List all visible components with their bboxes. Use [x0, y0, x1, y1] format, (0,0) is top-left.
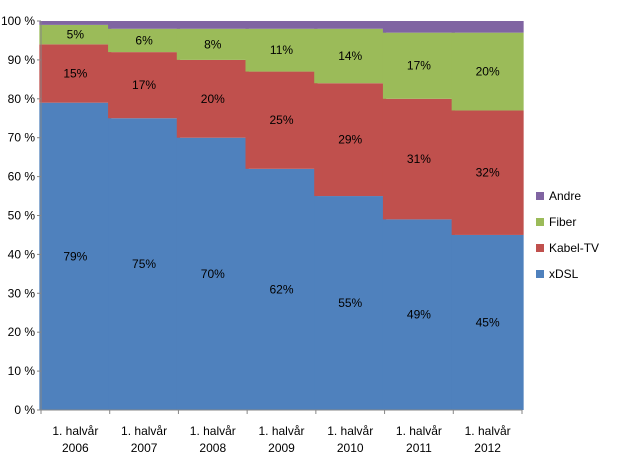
data-label-fiber-2008: 8% [204, 37, 222, 51]
data-label-kabel-tv-2009: 25% [269, 113, 293, 127]
y-tick-label: 100 % [1, 14, 35, 28]
x-tick-label: 2008 [199, 441, 226, 455]
data-label-xdsl-2007: 75% [132, 257, 156, 271]
bar-andre-2011 [382, 21, 455, 33]
bar-xdsl-2012 [451, 234, 524, 410]
legend-label-xdsl: xDSL [549, 267, 579, 281]
bar-andre-2006 [39, 21, 112, 25]
y-tick-label: 50 % [8, 209, 36, 223]
y-tick-label: 40 % [8, 247, 36, 261]
y-tick-label: 80 % [8, 92, 36, 106]
y-tick-label: 10 % [8, 364, 36, 378]
data-label-kabel-tv-2008: 20% [201, 92, 225, 106]
bar-xdsl-2006 [39, 102, 112, 410]
data-label-xdsl-2008: 70% [201, 267, 225, 281]
bar-fiber-2006 [39, 24, 112, 45]
bar-kabel-tv-2011 [382, 98, 455, 220]
data-label-xdsl-2010: 55% [338, 296, 362, 310]
legend-swatch-kabel-tv [536, 244, 544, 252]
bar-fiber-2012 [451, 32, 524, 111]
x-tick-label: 1. halvår [396, 424, 442, 438]
bar-fiber-2010 [314, 28, 387, 84]
data-label-fiber-2009: 11% [270, 43, 293, 57]
x-tick-label: 1. halvår [327, 424, 373, 438]
bar-kabel-tv-2006 [39, 44, 112, 103]
bar-fiber-2007 [108, 28, 181, 53]
bar-fiber-2009 [245, 28, 318, 72]
x-tick-label: 2012 [474, 441, 501, 455]
y-tick-label: 70 % [8, 131, 36, 145]
x-tick-label: 2006 [62, 441, 89, 455]
bar-kabel-tv-2008 [176, 59, 249, 138]
data-label-fiber-2011: 17% [407, 59, 431, 73]
legend-swatch-fiber [536, 218, 544, 226]
legend-label-andre: Andre [549, 189, 581, 203]
x-tick-label: 2010 [337, 441, 364, 455]
bar-andre-2009 [245, 21, 318, 29]
data-label-kabel-tv-2006: 15% [63, 67, 87, 81]
legend-swatch-andre [536, 192, 544, 200]
data-label-xdsl-2006: 79% [63, 249, 87, 263]
data-label-kabel-tv-2012: 32% [476, 166, 500, 180]
x-tick-label: 1. halvår [258, 424, 304, 438]
bar-xdsl-2009 [245, 168, 318, 410]
data-labels-group: 79% 15% 5% 75% 17% 6% 70% 20% 8% 62% 25% 11% 55% 29% 1… [63, 28, 500, 330]
bar-kabel-tv-2009 [245, 71, 318, 169]
data-label-fiber-2007: 6% [135, 33, 153, 47]
data-label-xdsl-2009: 62% [269, 282, 293, 296]
y-tick-label: 30 % [8, 286, 36, 300]
bar-andre-2008 [176, 21, 249, 29]
bar-xdsl-2010 [314, 196, 387, 410]
data-label-kabel-tv-2010: 29% [338, 133, 362, 147]
legend-swatch-xdsl [536, 270, 544, 278]
bar-xdsl-2007 [108, 118, 181, 410]
axes-group: 0 % 10 % 20 % 30 % 40 % 50 % 60 % 70 % 80 % 90 % 1… [1, 14, 523, 455]
bar-xdsl-2008 [176, 137, 249, 410]
x-tick-label: 2011 [406, 441, 432, 455]
x-tick-label: 1. halvår [52, 424, 98, 438]
bar-andre-2012 [451, 21, 524, 33]
bar-andre-2010 [314, 21, 387, 29]
bar-kabel-tv-2012 [451, 110, 524, 235]
data-label-kabel-tv-2011: 31% [407, 152, 431, 166]
bars-group [39, 21, 524, 410]
bar-kabel-tv-2007 [108, 52, 181, 119]
legend-label-kabel-tv: Kabel-TV [549, 241, 599, 255]
data-label-xdsl-2012: 45% [476, 315, 500, 329]
bar-fiber-2008 [176, 28, 249, 60]
data-label-fiber-2006: 5% [67, 28, 85, 42]
legend: Andre Fiber Kabel-TV xDSL [536, 189, 599, 281]
bar-andre-2007 [108, 21, 181, 29]
y-tick-label: 20 % [8, 325, 36, 339]
bar-xdsl-2011 [382, 219, 455, 410]
bar-kabel-tv-2010 [314, 83, 387, 197]
legend-label-fiber: Fiber [549, 215, 576, 229]
x-tick-label: 1. halvår [465, 424, 511, 438]
y-tick-label: 90 % [8, 53, 36, 67]
x-tick-label: 1. halvår [190, 424, 236, 438]
x-tick-label: 2007 [131, 441, 158, 455]
data-label-fiber-2010: 14% [338, 49, 362, 63]
x-tick-label: 1. halvår [121, 424, 167, 438]
data-label-xdsl-2011: 49% [407, 308, 431, 322]
y-tick-label: 0 % [14, 403, 35, 417]
data-label-fiber-2012: 20% [476, 65, 500, 79]
y-tick-label: 60 % [8, 170, 36, 184]
data-label-kabel-tv-2007: 17% [132, 78, 156, 92]
x-tick-label: 2009 [268, 441, 295, 455]
bar-fiber-2011 [382, 32, 455, 99]
